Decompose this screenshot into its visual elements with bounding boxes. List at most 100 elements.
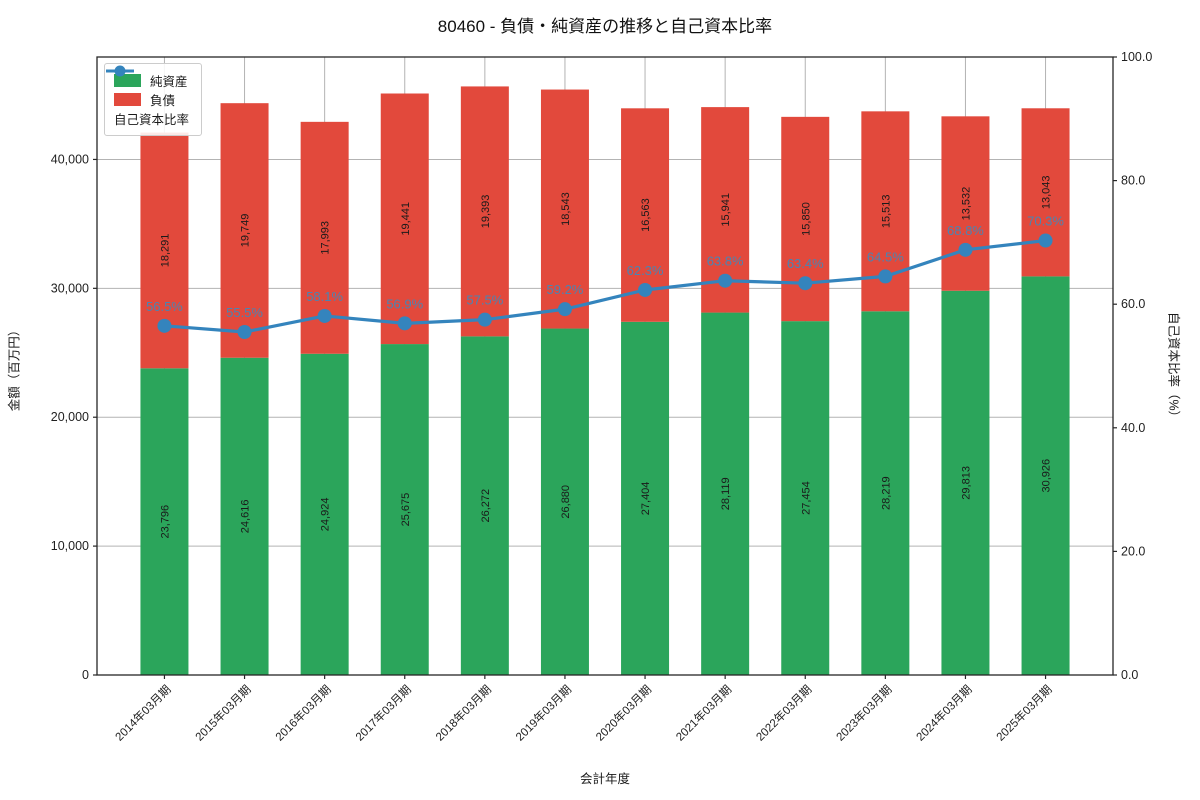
liabilities-swatch-icon <box>114 93 141 106</box>
bar-value-label-liabilities: 16,563 <box>640 198 652 232</box>
equity-ratio-label: 70.3% <box>1027 214 1064 229</box>
bar-value-label-net-assets: 24,616 <box>240 500 252 534</box>
bar-value-label-liabilities: 17,993 <box>320 221 332 255</box>
equity-ratio-line <box>162 238 1048 334</box>
bar-value-label-net-assets: 29,813 <box>960 466 972 500</box>
left-tick-label: 40,000 <box>51 152 89 166</box>
bar-value-label-liabilities: 19,749 <box>240 214 252 248</box>
x-tick-label: 2016年03月期 <box>272 682 333 743</box>
equity-ratio-label: 55.5% <box>226 305 263 320</box>
equity-ratio-label: 63.8% <box>707 254 744 269</box>
equity-ratio-marker <box>638 282 653 297</box>
equity-ratio-label: 56.9% <box>386 296 423 311</box>
equity-ratio-label: 58.1% <box>306 289 343 304</box>
bar-value-label-liabilities: 15,850 <box>800 202 812 236</box>
equity-ratio-marker <box>798 276 813 291</box>
right-tick-label: 60.0 <box>1121 297 1145 311</box>
equity-ratio-marker <box>157 318 172 333</box>
bar-segment-liabilities <box>540 89 589 329</box>
bar-value-label-liabilities: 15,513 <box>880 194 892 228</box>
bar-value-label-net-assets: 25,675 <box>400 493 412 527</box>
bar-segment-net-assets <box>380 344 429 675</box>
equity-ratio-marker <box>397 316 412 331</box>
x-tick-label: 2023年03月期 <box>833 682 894 743</box>
legend-item-liabilities: 負債 <box>114 90 189 109</box>
right-tick-label: 100.0 <box>1121 50 1152 64</box>
bar-value-label-net-assets: 28,119 <box>720 477 732 510</box>
x-tick-label: 2022年03月期 <box>753 682 814 743</box>
equity-ratio-marker <box>718 273 733 288</box>
x-tick-label: 2014年03月期 <box>112 682 173 743</box>
left-tick-label: 30,000 <box>51 281 89 295</box>
bar-segment-liabilities <box>460 86 509 337</box>
bar-segment-net-assets <box>941 290 990 675</box>
equity-ratio-label: 62.3% <box>627 263 664 278</box>
bar-segment-liabilities <box>380 93 429 345</box>
legend-item-net-assets: 純資産 <box>114 71 189 90</box>
x-tick-label: 2017年03月期 <box>352 682 413 743</box>
bar-value-label-net-assets: 26,880 <box>560 485 572 519</box>
right-tick-label: 20.0 <box>1121 544 1145 558</box>
equity-ratio-label: 63.4% <box>787 256 824 271</box>
y-axis-label-right: 自己資本比率（%） <box>1166 311 1181 424</box>
bar-segment-net-assets <box>701 312 750 675</box>
x-tick-label: 2019年03月期 <box>513 682 574 743</box>
bar-segment-liabilities <box>1021 108 1070 277</box>
bar-value-label-liabilities: 13,532 <box>960 187 972 221</box>
bar-value-label-liabilities: 19,393 <box>480 195 492 229</box>
bar-value-label-net-assets: 23,796 <box>159 505 171 539</box>
equity-ratio-label: 59.2% <box>547 282 584 297</box>
bar-value-label-net-assets: 27,454 <box>800 481 812 515</box>
bar-value-label-liabilities: 13,043 <box>1041 176 1053 210</box>
equity-ratio-label: 56.5% <box>146 299 183 314</box>
equity-ratio-label: 57.5% <box>466 293 503 308</box>
x-tick-label: 2025年03月期 <box>993 682 1054 743</box>
equity-ratio-marker <box>237 325 252 340</box>
bar-value-label-liabilities: 15,941 <box>720 193 732 227</box>
bar-value-label-net-assets: 30,926 <box>1041 459 1053 493</box>
net-assets-swatch-icon <box>114 74 141 87</box>
equity-ratio-marker <box>557 302 572 317</box>
bar-value-label-net-assets: 24,924 <box>320 498 332 532</box>
left-tick-label: 0 <box>82 668 89 682</box>
x-axis-label: 会計年度 <box>579 772 630 786</box>
bar-value-label-liabilities: 18,543 <box>560 192 572 226</box>
y-axis-label-left: 金額（百万円） <box>7 323 22 412</box>
bar-value-label-net-assets: 27,404 <box>640 482 652 516</box>
equity-ratio-marker <box>958 242 973 257</box>
left-tick-label: 20,000 <box>51 410 89 424</box>
equity-ratio-marker <box>1038 233 1053 248</box>
bar-value-label-net-assets: 28,219 <box>880 476 892 510</box>
x-tick-label: 2018年03月期 <box>433 682 494 743</box>
bar-value-label-net-assets: 26,272 <box>480 489 492 523</box>
legend-item-equity-ratio: 自己資本比率 <box>106 65 189 128</box>
line-marker-icon <box>106 65 134 77</box>
bar-value-label-liabilities: 18,291 <box>159 234 171 268</box>
equity-ratio-marker <box>878 269 893 284</box>
bar-segment-net-assets <box>621 321 670 675</box>
bar-segment-net-assets <box>861 311 910 675</box>
right-tick-label: 40.0 <box>1121 421 1145 435</box>
x-tick-label: 2021年03月期 <box>673 682 734 743</box>
legend-label-liabilities: 負債 <box>150 94 176 108</box>
bar-segment-net-assets <box>540 328 589 675</box>
equity-ratio-marker <box>477 312 492 327</box>
x-tick-label: 2020年03月期 <box>593 682 654 743</box>
right-tick-label: 0.0 <box>1121 668 1138 682</box>
legend: 純資産 負債 自己資本比率 <box>104 63 203 136</box>
equity-ratio-label: 68.8% <box>947 223 984 238</box>
right-tick-label: 80.0 <box>1121 174 1145 188</box>
x-tick-label: 2024年03月期 <box>913 682 974 743</box>
bar-segment-net-assets <box>300 353 349 675</box>
chart-title: 80460 - 負債・純資産の推移と自己資本比率 <box>437 17 773 36</box>
x-tick-label: 2015年03月期 <box>192 682 253 743</box>
equity-ratio-marker <box>317 308 332 323</box>
left-tick-label: 10,000 <box>51 539 89 553</box>
bar-segment-liabilities <box>941 116 990 291</box>
bar-segment-net-assets <box>781 321 830 675</box>
legend-label-net-assets: 純資産 <box>150 75 188 89</box>
bar-segment-net-assets <box>220 357 269 675</box>
bar-segment-net-assets <box>140 368 189 675</box>
